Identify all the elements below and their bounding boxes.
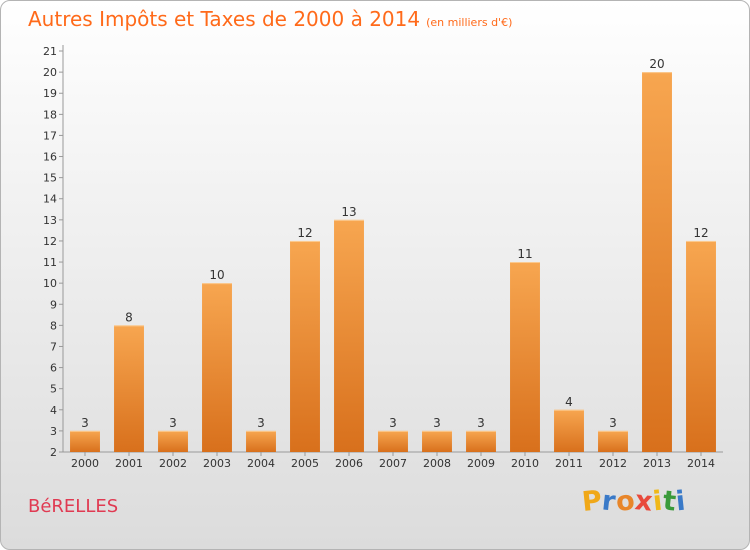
x-tick-label: 2010 xyxy=(511,457,539,470)
bar-value-label: 12 xyxy=(297,226,312,240)
bar-value-label: 8 xyxy=(125,310,133,324)
chart-title-text: Autres Impôts et Taxes de 2000 à 2014 xyxy=(28,7,421,31)
y-tick-label: 10 xyxy=(43,277,57,290)
bar xyxy=(246,430,276,452)
bar-value-label: 11 xyxy=(517,247,532,261)
x-tick-label: 2008 xyxy=(423,457,451,470)
bar xyxy=(554,409,584,452)
bar xyxy=(510,262,540,452)
x-tick-label: 2003 xyxy=(203,457,231,470)
bar xyxy=(202,283,232,452)
y-tick-label: 15 xyxy=(43,172,57,185)
bar xyxy=(466,430,496,452)
bar xyxy=(642,72,672,453)
y-tick-label: 19 xyxy=(43,87,57,100)
x-tick-label: 2009 xyxy=(467,457,495,470)
bar xyxy=(686,240,716,452)
y-tick-label: 8 xyxy=(50,319,57,332)
bar-value-label: 3 xyxy=(609,416,617,430)
y-tick-label: 4 xyxy=(50,404,57,417)
y-tick-label: 9 xyxy=(50,298,57,311)
bar xyxy=(70,430,100,452)
proxiti-logo: Proxiti xyxy=(580,485,688,518)
x-tick-label: 2006 xyxy=(335,457,363,470)
y-tick-label: 17 xyxy=(43,129,57,142)
y-tick-label: 13 xyxy=(43,214,57,227)
y-tick-label: 5 xyxy=(50,383,57,396)
bar-value-label: 3 xyxy=(477,416,485,430)
x-tick-label: 2000 xyxy=(71,457,99,470)
x-tick-label: 2012 xyxy=(599,457,627,470)
x-tick-label: 2001 xyxy=(115,457,143,470)
y-tick-label: 7 xyxy=(50,340,57,353)
logo-letter: i xyxy=(674,485,688,518)
y-tick-label: 12 xyxy=(43,235,57,248)
bar-value-label: 20 xyxy=(649,57,664,71)
commune-name: BéRELLES xyxy=(28,496,119,517)
x-tick-label: 2004 xyxy=(247,457,275,470)
bar-value-label: 3 xyxy=(257,416,265,430)
bar-value-label: 10 xyxy=(209,268,224,282)
bar xyxy=(422,430,452,452)
bar-value-label: 3 xyxy=(389,416,397,430)
y-tick-label: 11 xyxy=(43,256,57,269)
bar-value-label: 12 xyxy=(693,226,708,240)
bar-value-label: 3 xyxy=(81,416,89,430)
y-tick-label: 16 xyxy=(43,151,57,164)
chart-unit: (en milliers d'€) xyxy=(426,16,513,29)
bar-value-label: 4 xyxy=(565,395,573,409)
y-tick-label: 18 xyxy=(43,108,57,121)
bar xyxy=(378,430,408,452)
bar-value-label: 13 xyxy=(341,205,356,219)
bar-value-label: 3 xyxy=(169,416,177,430)
bar xyxy=(114,325,144,452)
y-tick-label: 2 xyxy=(50,446,57,459)
bar xyxy=(290,240,320,452)
x-tick-label: 2002 xyxy=(159,457,187,470)
chart-title: Autres Impôts et Taxes de 2000 à 2014 (en… xyxy=(28,7,512,31)
x-tick-label: 2011 xyxy=(555,457,583,470)
bar-value-label: 3 xyxy=(433,416,441,430)
bar xyxy=(334,219,364,452)
bar xyxy=(158,430,188,452)
x-tick-label: 2007 xyxy=(379,457,407,470)
y-tick-label: 3 xyxy=(50,425,57,438)
y-tick-label: 14 xyxy=(43,193,57,206)
y-tick-label: 6 xyxy=(50,362,57,375)
x-tick-label: 2013 xyxy=(643,457,671,470)
x-tick-label: 2014 xyxy=(687,457,715,470)
x-tick-label: 2005 xyxy=(291,457,319,470)
y-tick-label: 20 xyxy=(43,66,57,79)
bar xyxy=(598,430,628,452)
y-tick-label: 21 xyxy=(43,45,57,58)
